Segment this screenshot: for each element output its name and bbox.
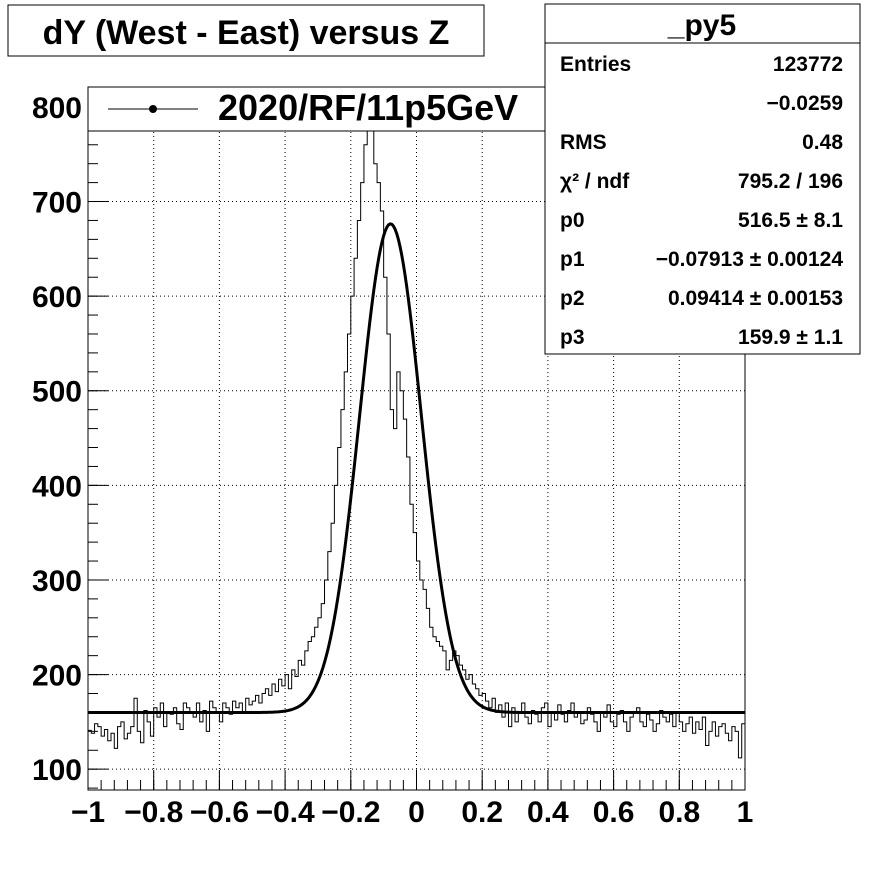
legend-label: 2020/RF/11p5GeV (218, 87, 518, 128)
x-tick-label: 0.4 (527, 796, 569, 829)
x-tick-label: −0.2 (321, 796, 380, 829)
y-tick-label: 400 (32, 470, 82, 503)
stats-value: 795.2 / 196 (738, 170, 843, 193)
stats-label: p0 (560, 209, 585, 232)
fit-curve (88, 222, 745, 715)
legend-point-marker (149, 105, 157, 113)
y-tick-label: 500 (32, 376, 82, 409)
stats-value: 516.5 ± 8.1 (738, 209, 843, 232)
y-tick-label: 300 (32, 565, 82, 598)
y-tick-label: 100 (32, 754, 82, 787)
x-tick-label: −0.8 (124, 796, 183, 829)
x-tick-label: 0.8 (658, 796, 700, 829)
stats-value: 123772 (773, 53, 843, 76)
x-tick-label: 0.6 (593, 796, 635, 829)
legend: 2020/RF/11p5GeV (87, 86, 614, 132)
y-tick-label: 700 (32, 187, 82, 220)
stats-value: −0.0259 (767, 92, 844, 115)
x-tick-label: 1 (737, 796, 754, 829)
stats-rows: Entries 123772 −0.0259 RMS 0.48 χ² / ndf 795.2… (560, 53, 843, 349)
stats-value: 0.48 (802, 131, 843, 154)
stats-label: p2 (560, 287, 585, 310)
stats-value: 0.09414 ± 0.00153 (668, 287, 843, 310)
stats-name: _py5 (667, 9, 736, 42)
title-box: dY (West - East) versus Z (7, 4, 485, 57)
x-tick-label: 0 (408, 796, 425, 829)
y-tick-labels: 100 200 300 400 500 600 700 800 (32, 92, 82, 787)
x-tick-label: 0.2 (461, 796, 503, 829)
x-tick-label: −0.6 (190, 796, 249, 829)
stats-label: p3 (560, 326, 585, 349)
y-tick-label: 800 (32, 92, 82, 125)
chart-title: dY (West - East) versus Z (43, 14, 450, 52)
y-tick-label: 200 (32, 660, 82, 693)
stats-box: _py5 Entries 123772 −0.0259 RMS 0.48 χ² / ndf… (544, 3, 861, 355)
stats-label: χ² / ndf (560, 170, 630, 193)
stats-value: 159.9 ± 1.1 (738, 326, 843, 349)
stats-label: RMS (560, 131, 607, 154)
stats-label: Entries (560, 53, 631, 76)
x-tick-labels: −1 −0.8 −0.6 −0.4 −0.2 0 0.2 0.4 0.6 0.8 1 (71, 796, 753, 829)
stats-value: −0.07913 ± 0.00124 (656, 248, 844, 271)
x-tick-label: −0.4 (255, 796, 315, 829)
x-tick-label: −1 (71, 796, 105, 829)
stats-label: p1 (560, 248, 585, 271)
y-tick-label: 600 (32, 281, 82, 314)
